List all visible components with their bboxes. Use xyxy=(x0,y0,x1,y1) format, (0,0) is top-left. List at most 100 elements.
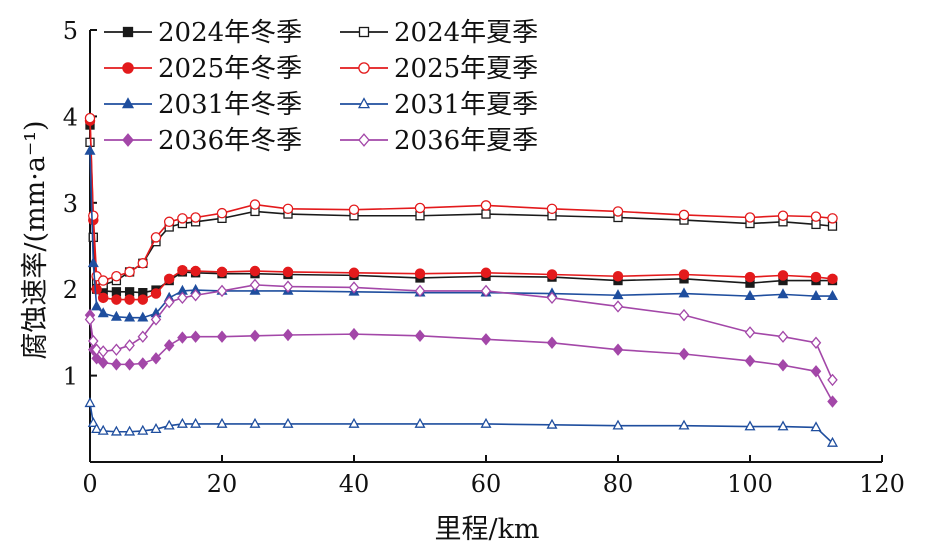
legend-item: 2025年夏季 xyxy=(340,54,538,84)
legend: 2024年冬季 2024年夏季 2025年冬季 2025年夏季 2031年冬季 2031年… xyxy=(104,18,538,156)
x-tick-label: 0 xyxy=(82,470,97,498)
legend-marker xyxy=(122,62,134,74)
data-point xyxy=(216,417,228,428)
legend-label: 2031年冬季 xyxy=(158,90,302,120)
data-point xyxy=(810,289,822,300)
series-7 xyxy=(84,308,838,408)
data-point xyxy=(678,419,690,430)
data-point xyxy=(348,281,360,294)
data-point xyxy=(111,270,122,282)
x-tick-label: 40 xyxy=(339,470,370,498)
data-point xyxy=(827,213,838,224)
data-point xyxy=(97,345,109,358)
data-point xyxy=(827,273,838,285)
data-point xyxy=(777,210,789,222)
data-point xyxy=(249,329,261,343)
legend-marker xyxy=(122,26,134,38)
data-point xyxy=(282,280,294,293)
data-point xyxy=(744,354,756,368)
y-tick-label: 1 xyxy=(63,363,78,391)
data-point xyxy=(150,423,162,434)
data-point xyxy=(190,417,202,428)
data-point xyxy=(150,352,162,365)
data-point xyxy=(97,307,109,318)
data-point xyxy=(249,265,261,277)
x-tick-label: 60 xyxy=(471,470,502,498)
data-point xyxy=(348,204,360,215)
y-axis-title: 腐蚀速率/(mm·a⁻¹) xyxy=(20,120,51,359)
data-point xyxy=(190,289,201,302)
data-point xyxy=(810,271,822,283)
x-tick-label: 20 xyxy=(207,470,238,498)
data-point xyxy=(124,294,135,305)
data-point xyxy=(348,327,360,341)
x-tick-label: 80 xyxy=(603,470,634,498)
data-point xyxy=(810,211,822,222)
legend-marker xyxy=(122,133,134,147)
data-point xyxy=(176,417,188,428)
data-point xyxy=(177,264,188,276)
legend-marker xyxy=(358,26,370,38)
legend-label: 2036年冬季 xyxy=(158,126,302,156)
data-point xyxy=(163,216,175,228)
x-tick-label: 100 xyxy=(727,470,773,498)
data-point xyxy=(91,423,103,434)
data-point xyxy=(190,265,201,277)
data-point xyxy=(249,199,261,210)
legend-item: 2036年夏季 xyxy=(340,126,538,156)
data-point xyxy=(216,284,228,298)
legend-marker xyxy=(358,62,370,74)
data-point xyxy=(744,289,756,300)
data-point xyxy=(612,419,624,430)
data-point xyxy=(163,295,175,309)
legend-marker xyxy=(357,97,371,109)
data-point xyxy=(163,419,175,430)
data-point xyxy=(216,266,228,278)
series-layer xyxy=(84,112,838,447)
data-point xyxy=(110,310,122,321)
data-point xyxy=(111,343,122,356)
data-point xyxy=(84,144,96,155)
data-point xyxy=(678,269,690,280)
data-point xyxy=(216,330,228,343)
data-point xyxy=(744,212,756,223)
data-point xyxy=(84,313,96,326)
data-point xyxy=(177,291,188,305)
data-point xyxy=(546,336,558,349)
legend-item: 2031年夏季 xyxy=(340,90,538,120)
data-point xyxy=(678,287,690,298)
data-point xyxy=(678,347,690,361)
y-tick-label: 3 xyxy=(63,190,78,218)
data-point xyxy=(612,270,624,282)
series-4 xyxy=(84,112,838,286)
data-point xyxy=(282,328,294,342)
data-point xyxy=(777,288,789,299)
x-tick-label: 120 xyxy=(859,470,905,498)
data-point xyxy=(111,358,122,371)
data-point xyxy=(744,420,756,431)
data-point xyxy=(91,352,102,365)
data-point xyxy=(190,212,201,223)
data-point xyxy=(678,308,690,322)
legend-item: 2036年冬季 xyxy=(104,126,302,156)
data-point xyxy=(97,275,109,286)
data-point xyxy=(124,358,135,371)
data-point xyxy=(414,202,426,214)
data-point xyxy=(744,326,756,339)
legend-label: 2031年夏季 xyxy=(394,90,538,120)
data-point xyxy=(282,417,294,428)
data-point xyxy=(150,232,162,243)
data-point xyxy=(480,200,492,211)
data-point xyxy=(137,424,149,435)
series-line xyxy=(89,403,834,444)
series-line xyxy=(89,315,834,402)
data-point xyxy=(137,330,149,343)
data-point xyxy=(91,283,102,295)
data-point xyxy=(777,330,789,343)
legend-marker xyxy=(358,133,370,147)
series-line xyxy=(89,142,833,286)
data-point xyxy=(414,268,426,279)
data-point xyxy=(177,331,188,344)
data-point xyxy=(282,203,294,215)
data-point xyxy=(249,417,261,428)
